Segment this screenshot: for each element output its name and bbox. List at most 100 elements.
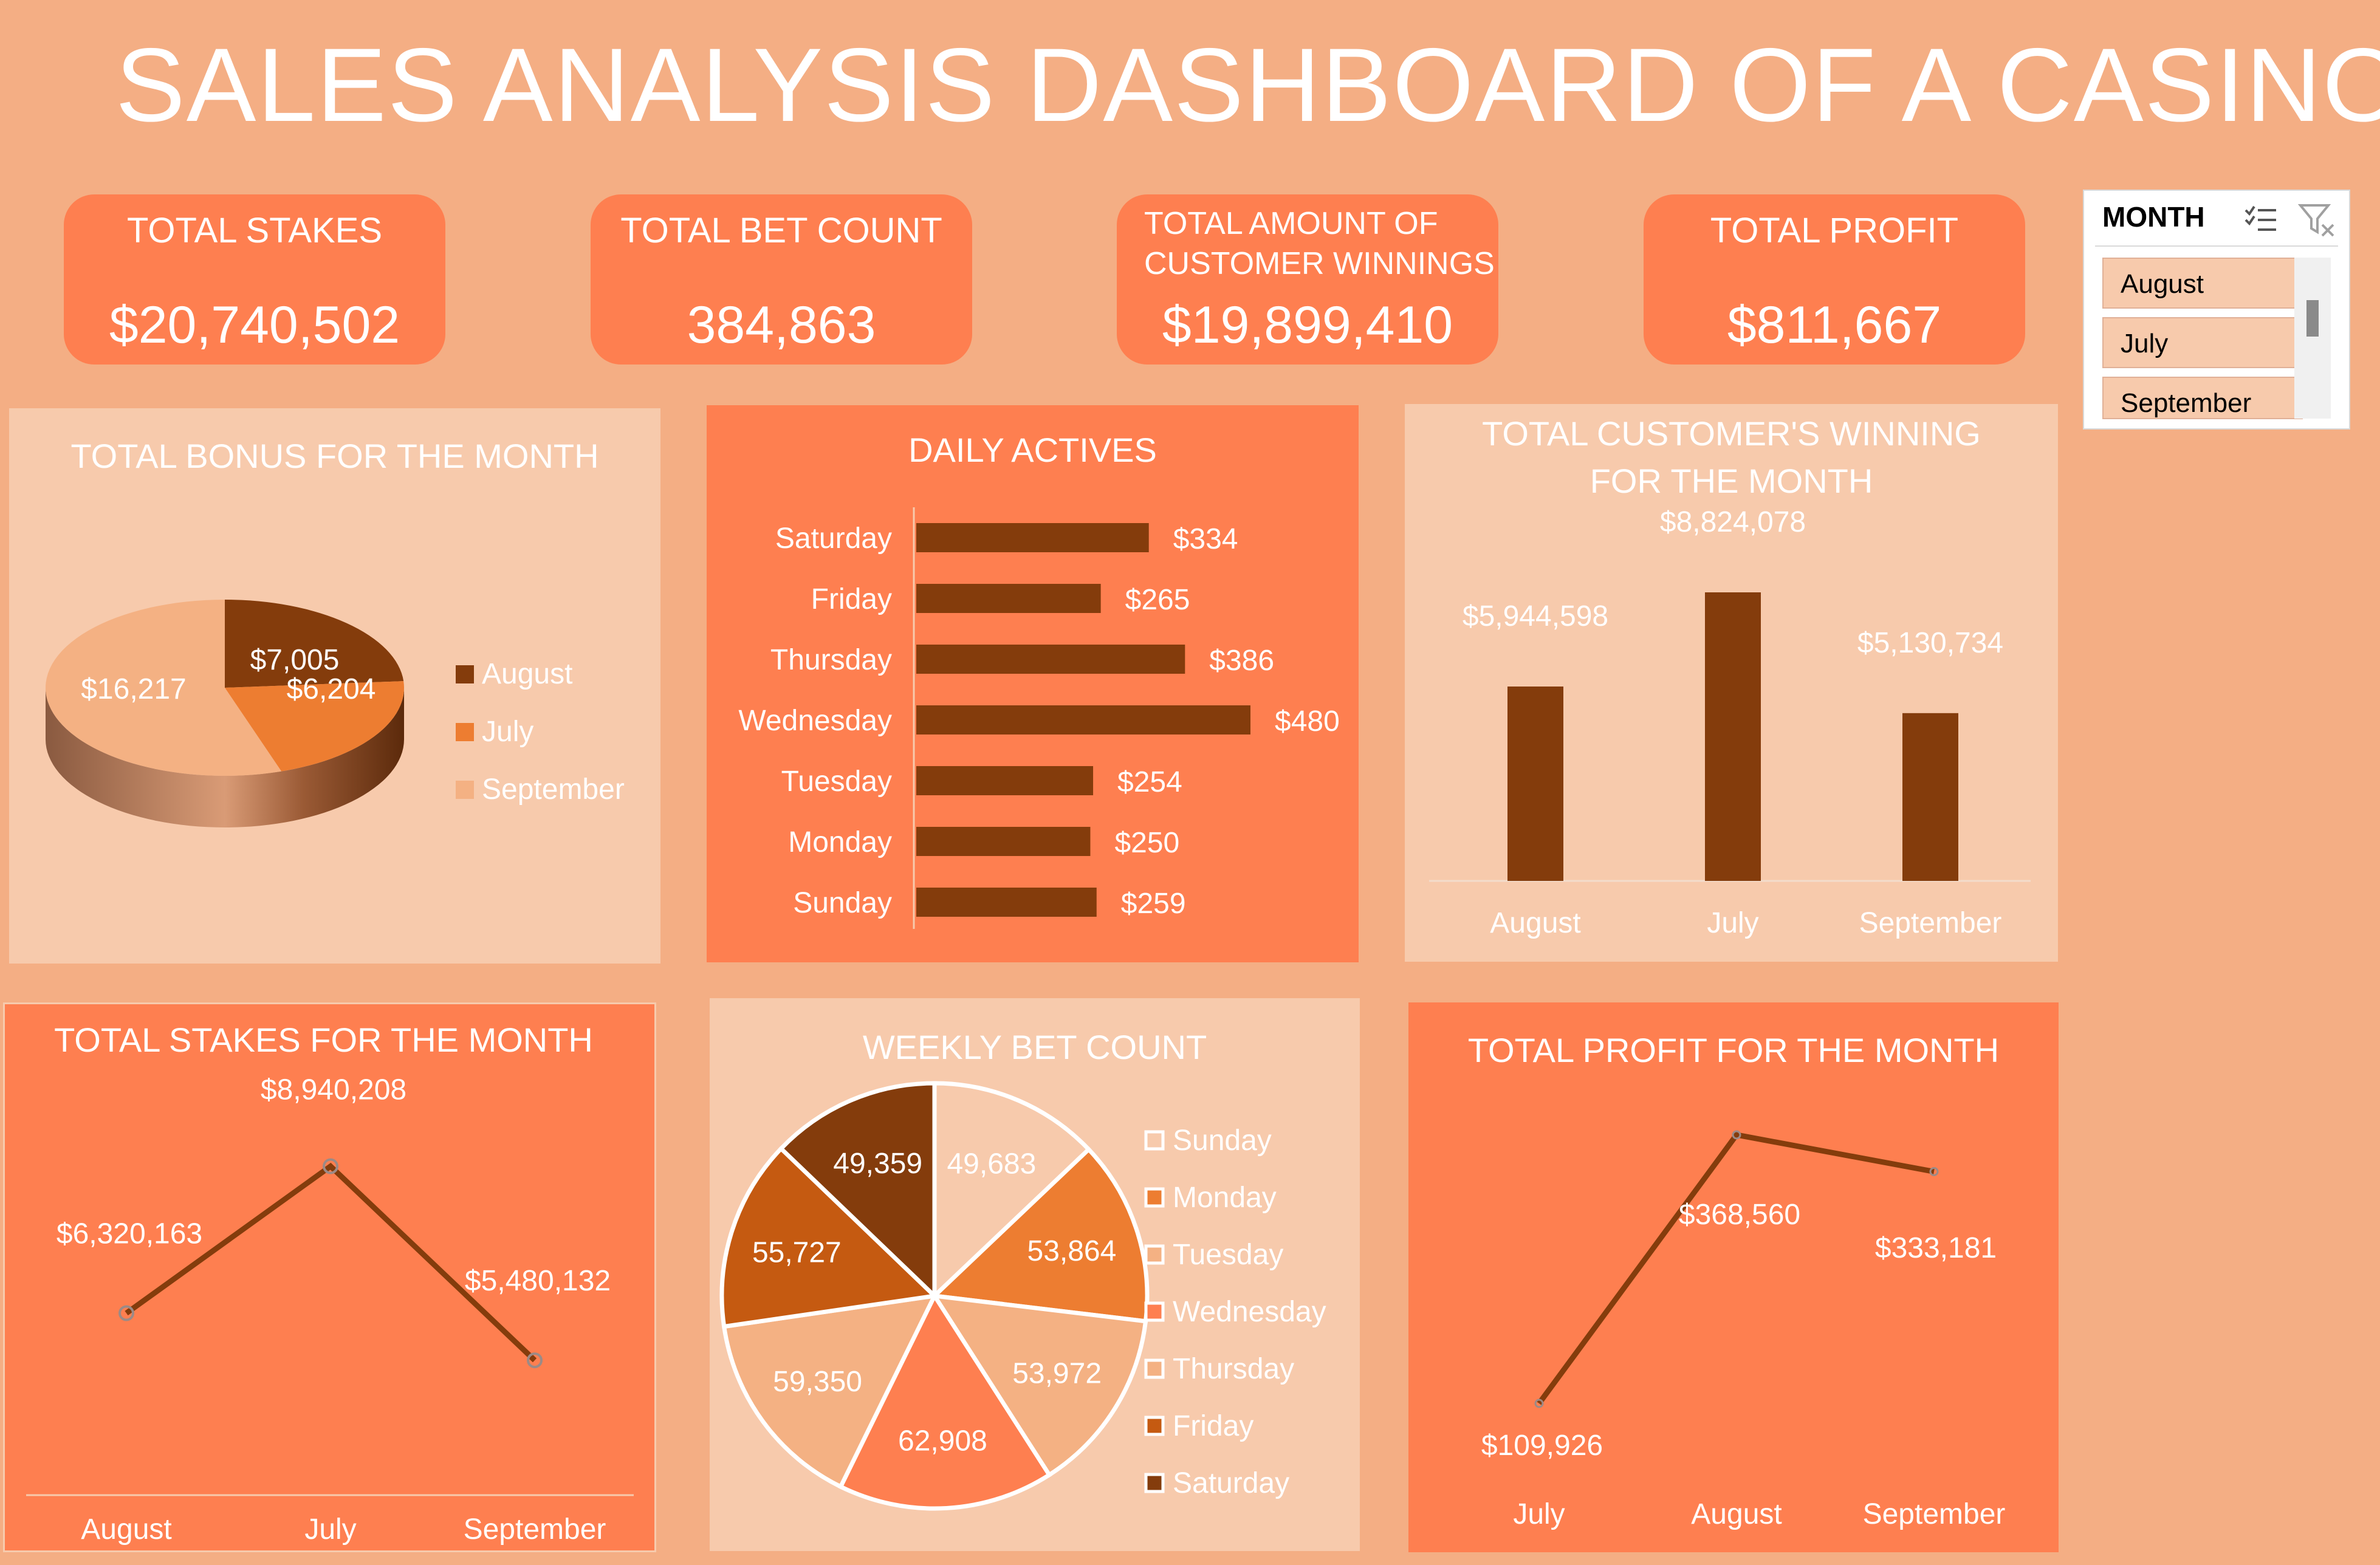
tick-label: Tuesday xyxy=(781,765,892,798)
data-label: $259 xyxy=(1121,888,1186,920)
data-label: $5,130,734 xyxy=(1857,627,2003,659)
data-label: $250 xyxy=(1114,827,1179,859)
bar xyxy=(1705,592,1761,881)
legend-swatch xyxy=(1144,1187,1165,1208)
legend-label: August xyxy=(482,658,572,690)
legend-swatch xyxy=(1144,1301,1165,1322)
data-label: 49,359 xyxy=(833,1148,922,1180)
data-label: $334 xyxy=(1173,523,1238,555)
clear-filter-icon[interactable] xyxy=(2298,203,2336,237)
dashboard-title: SALES ANALYSIS DASHBOARD OF A CASINO xyxy=(115,27,2380,143)
legend-swatch xyxy=(1144,1244,1165,1265)
data-label: $6,320,163 xyxy=(57,1218,202,1250)
slicer-item-july[interactable]: July xyxy=(2102,317,2303,368)
stakes-line-chart: $6,320,163 August $8,940,208 July $5,480,132… xyxy=(26,1074,634,1546)
data-label: $333,181 xyxy=(1875,1232,1997,1264)
tick-label: Friday xyxy=(811,583,892,615)
kpi-total-profit: TOTAL PROFIT $811,667 xyxy=(1644,194,2025,365)
chart-title-line1: TOTAL CUSTOMER'S WINNING xyxy=(1482,414,1981,453)
data-label: $109,926 xyxy=(1481,1430,1603,1462)
bar xyxy=(916,766,1094,795)
data-label: $265 xyxy=(1125,584,1190,616)
kpi-label-line1: TOTAL AMOUNT OF xyxy=(1144,206,1438,241)
legend-label: Saturday xyxy=(1173,1467,1289,1499)
data-point xyxy=(527,1352,543,1369)
slicer-scrollbar[interactable] xyxy=(2294,258,2331,419)
tick-label: Saturday xyxy=(775,522,892,555)
legend-label: Tuesday xyxy=(1173,1239,1283,1271)
series-line xyxy=(125,1162,537,1363)
bar xyxy=(916,645,1185,674)
pie-slice xyxy=(45,600,282,776)
daily-actives-chart: Saturday $334 Friday $265 Thursday $386 Wednes… xyxy=(738,507,1340,929)
tick-label: July xyxy=(304,1513,356,1546)
kpi-value: $811,667 xyxy=(1727,296,1942,354)
legend-label: Wednesday xyxy=(1173,1296,1326,1328)
legend-swatch xyxy=(456,723,474,741)
tick-label: Sunday xyxy=(793,887,892,919)
data-point xyxy=(1732,1130,1741,1140)
legend-label: Friday xyxy=(1173,1410,1253,1442)
slicer-item-august[interactable]: August xyxy=(2102,258,2303,309)
tick-label: September xyxy=(464,1513,606,1546)
scrollbar-thumb[interactable] xyxy=(2306,300,2319,337)
data-label: $16,217 xyxy=(81,673,187,705)
tick-label: August xyxy=(81,1513,171,1546)
data-label: 59,350 xyxy=(773,1366,862,1398)
kpi-label: TOTAL AMOUNT OF CUSTOMER WINNINGS xyxy=(1144,204,1498,284)
bar xyxy=(916,827,1091,856)
weekly-panel: WEEKLY BET COUNT 49,683 53,864 53,972 62,90… xyxy=(710,998,1360,1551)
kpi-label-line2: CUSTOMER WINNINGS xyxy=(1144,246,1495,281)
chart-title: TOTAL BONUS FOR THE MONTH xyxy=(70,437,599,475)
profit-line-chart: $109,926 July $368,560 August $333,181 Septem… xyxy=(1481,1130,2006,1530)
data-label: $386 xyxy=(1209,645,1274,677)
kpi-total-stakes: TOTAL STAKES $20,740,502 xyxy=(64,194,445,365)
legend-label: Monday xyxy=(1173,1182,1277,1214)
pie-slice xyxy=(837,1291,1052,1511)
slicer-divider xyxy=(2095,245,2338,247)
legend-label: Thursday xyxy=(1173,1353,1294,1385)
data-label: $254 xyxy=(1117,766,1182,798)
daily-actives-panel: DAILY ACTIVES Saturday $334 Friday $265 Thur… xyxy=(707,405,1359,962)
pie-slice xyxy=(932,1081,1092,1301)
legend-label: Sunday xyxy=(1173,1125,1272,1157)
slicer-item-september[interactable]: September xyxy=(2102,377,2303,419)
multi-select-icon[interactable] xyxy=(2243,204,2279,235)
month-slicer[interactable]: MONTH August July September xyxy=(2083,190,2350,430)
series-line xyxy=(1537,1132,1935,1405)
data-label: 53,972 xyxy=(1012,1357,1102,1389)
data-label: $480 xyxy=(1275,705,1340,738)
data-label: 62,908 xyxy=(898,1425,987,1457)
data-label: 53,864 xyxy=(1027,1235,1117,1267)
winning-panel: TOTAL CUSTOMER'S WINNING FOR THE MONTH $… xyxy=(1405,404,2058,962)
data-point xyxy=(118,1305,134,1321)
kpi-value: 384,863 xyxy=(687,296,876,354)
tick-label: July xyxy=(1513,1498,1565,1530)
legend-swatch xyxy=(1144,1130,1165,1151)
data-point xyxy=(323,1158,338,1174)
data-label: $8,940,208 xyxy=(261,1074,406,1106)
bar xyxy=(1507,687,1563,881)
tick-label: August xyxy=(1691,1498,1782,1530)
bar xyxy=(916,888,1097,917)
chart-title-line2: FOR THE MONTH xyxy=(1590,462,1873,500)
chart-title: TOTAL STAKES FOR THE MONTH xyxy=(54,1021,593,1059)
pie-side-wall xyxy=(46,688,404,827)
bar xyxy=(916,523,1149,552)
legend-swatch xyxy=(1144,1473,1165,1493)
tick-label: September xyxy=(1863,1498,2006,1530)
pie-slice xyxy=(225,681,404,772)
bar xyxy=(1902,713,1958,881)
kpi-total-bet-count: TOTAL BET COUNT 384,863 xyxy=(591,194,972,365)
data-label: 49,683 xyxy=(947,1148,1036,1180)
legend-label: July xyxy=(482,716,533,748)
pie-slice xyxy=(778,1081,937,1301)
profit-panel: TOTAL PROFIT FOR THE MONTH $109,926 July $… xyxy=(1408,1002,2059,1552)
bonus-panel: TOTAL BONUS FOR THE MONTH $7,005 $6,204 $1… xyxy=(9,408,660,964)
data-point xyxy=(1929,1166,1939,1176)
data-label: $5,944,598 xyxy=(1463,600,1608,632)
tick-label: Monday xyxy=(788,826,892,858)
data-label: $6,204 xyxy=(287,673,376,705)
pie-slice xyxy=(225,600,404,688)
data-point xyxy=(1534,1399,1544,1408)
